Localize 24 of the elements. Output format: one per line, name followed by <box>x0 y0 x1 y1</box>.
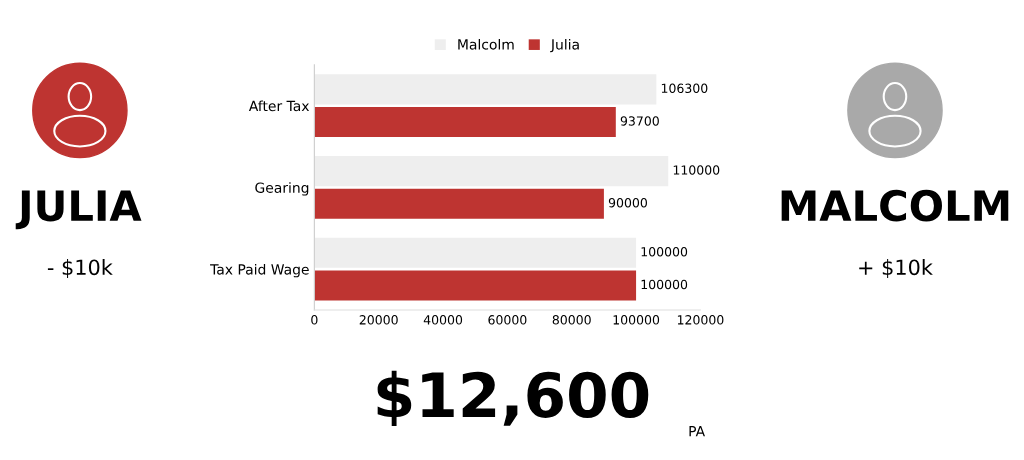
text: + $10k <box>859 259 933 278</box>
x-tick-label: 100000 <box>613 315 660 325</box>
text: JULIA <box>15 190 142 230</box>
x-tick-label: 20000 <box>359 315 398 325</box>
y-tick-label: Tax Paid Wage <box>210 263 309 278</box>
data-label: 100000 <box>641 279 688 290</box>
data-label: 100000 <box>641 247 688 257</box>
x-tick-label: 40000 <box>423 315 463 325</box>
data-label: 106300 <box>661 83 708 93</box>
x-tick-label: 120000 <box>677 315 724 325</box>
legend-label: Julia <box>550 38 579 53</box>
text: - $10k <box>47 259 113 278</box>
text: MALCOLM <box>781 189 1009 222</box>
data-label: 110000 <box>673 165 720 175</box>
y-tick-label: Gearing <box>255 182 309 196</box>
text: PA <box>689 426 705 437</box>
data-label: 93700 <box>620 116 659 126</box>
text: $12,600 <box>377 370 649 427</box>
y-tick-label: After Tax <box>248 100 310 112</box>
x-tick-label: 80000 <box>552 315 591 325</box>
x-tick-label: 60000 <box>488 315 527 325</box>
legend-label: Malcolm <box>458 38 514 50</box>
data-label: 90000 <box>608 197 648 208</box>
x-tick-label: 0 <box>311 315 318 325</box>
